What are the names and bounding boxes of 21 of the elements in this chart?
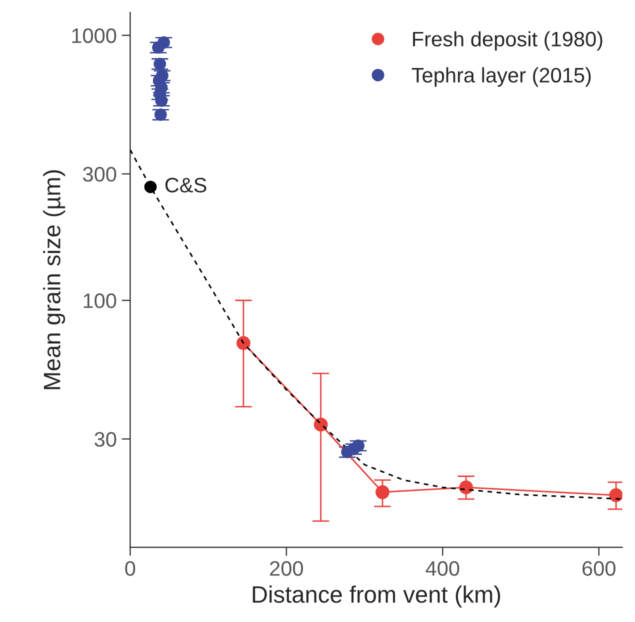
y-tick-label: 300 bbox=[83, 166, 116, 182]
y-tick-label: 30 bbox=[94, 432, 116, 447]
point bbox=[158, 36, 170, 49]
point bbox=[459, 480, 474, 494]
point bbox=[144, 180, 157, 194]
legend-label: Fresh deposit (1980) bbox=[413, 31, 602, 51]
x-tick-label: 400 bbox=[426, 561, 460, 576]
point bbox=[154, 108, 167, 121]
point bbox=[609, 488, 622, 502]
point bbox=[352, 439, 364, 452]
x-tick-label: 600 bbox=[582, 561, 616, 576]
x-tick-label: 0 bbox=[125, 561, 136, 576]
point bbox=[236, 336, 250, 350]
point bbox=[376, 485, 390, 500]
y-tick-label: 100 bbox=[84, 293, 116, 308]
legend-label: Tephra layer (2015) bbox=[412, 67, 591, 87]
y-tick-label: 1000 bbox=[72, 28, 116, 44]
x-axis-title: Distance from vent (km) bbox=[252, 586, 500, 608]
y-axis-title: Mean grain size (µm) bbox=[43, 170, 66, 390]
annotation: C&S bbox=[165, 178, 206, 192]
x-tick-label: 200 bbox=[270, 561, 303, 576]
